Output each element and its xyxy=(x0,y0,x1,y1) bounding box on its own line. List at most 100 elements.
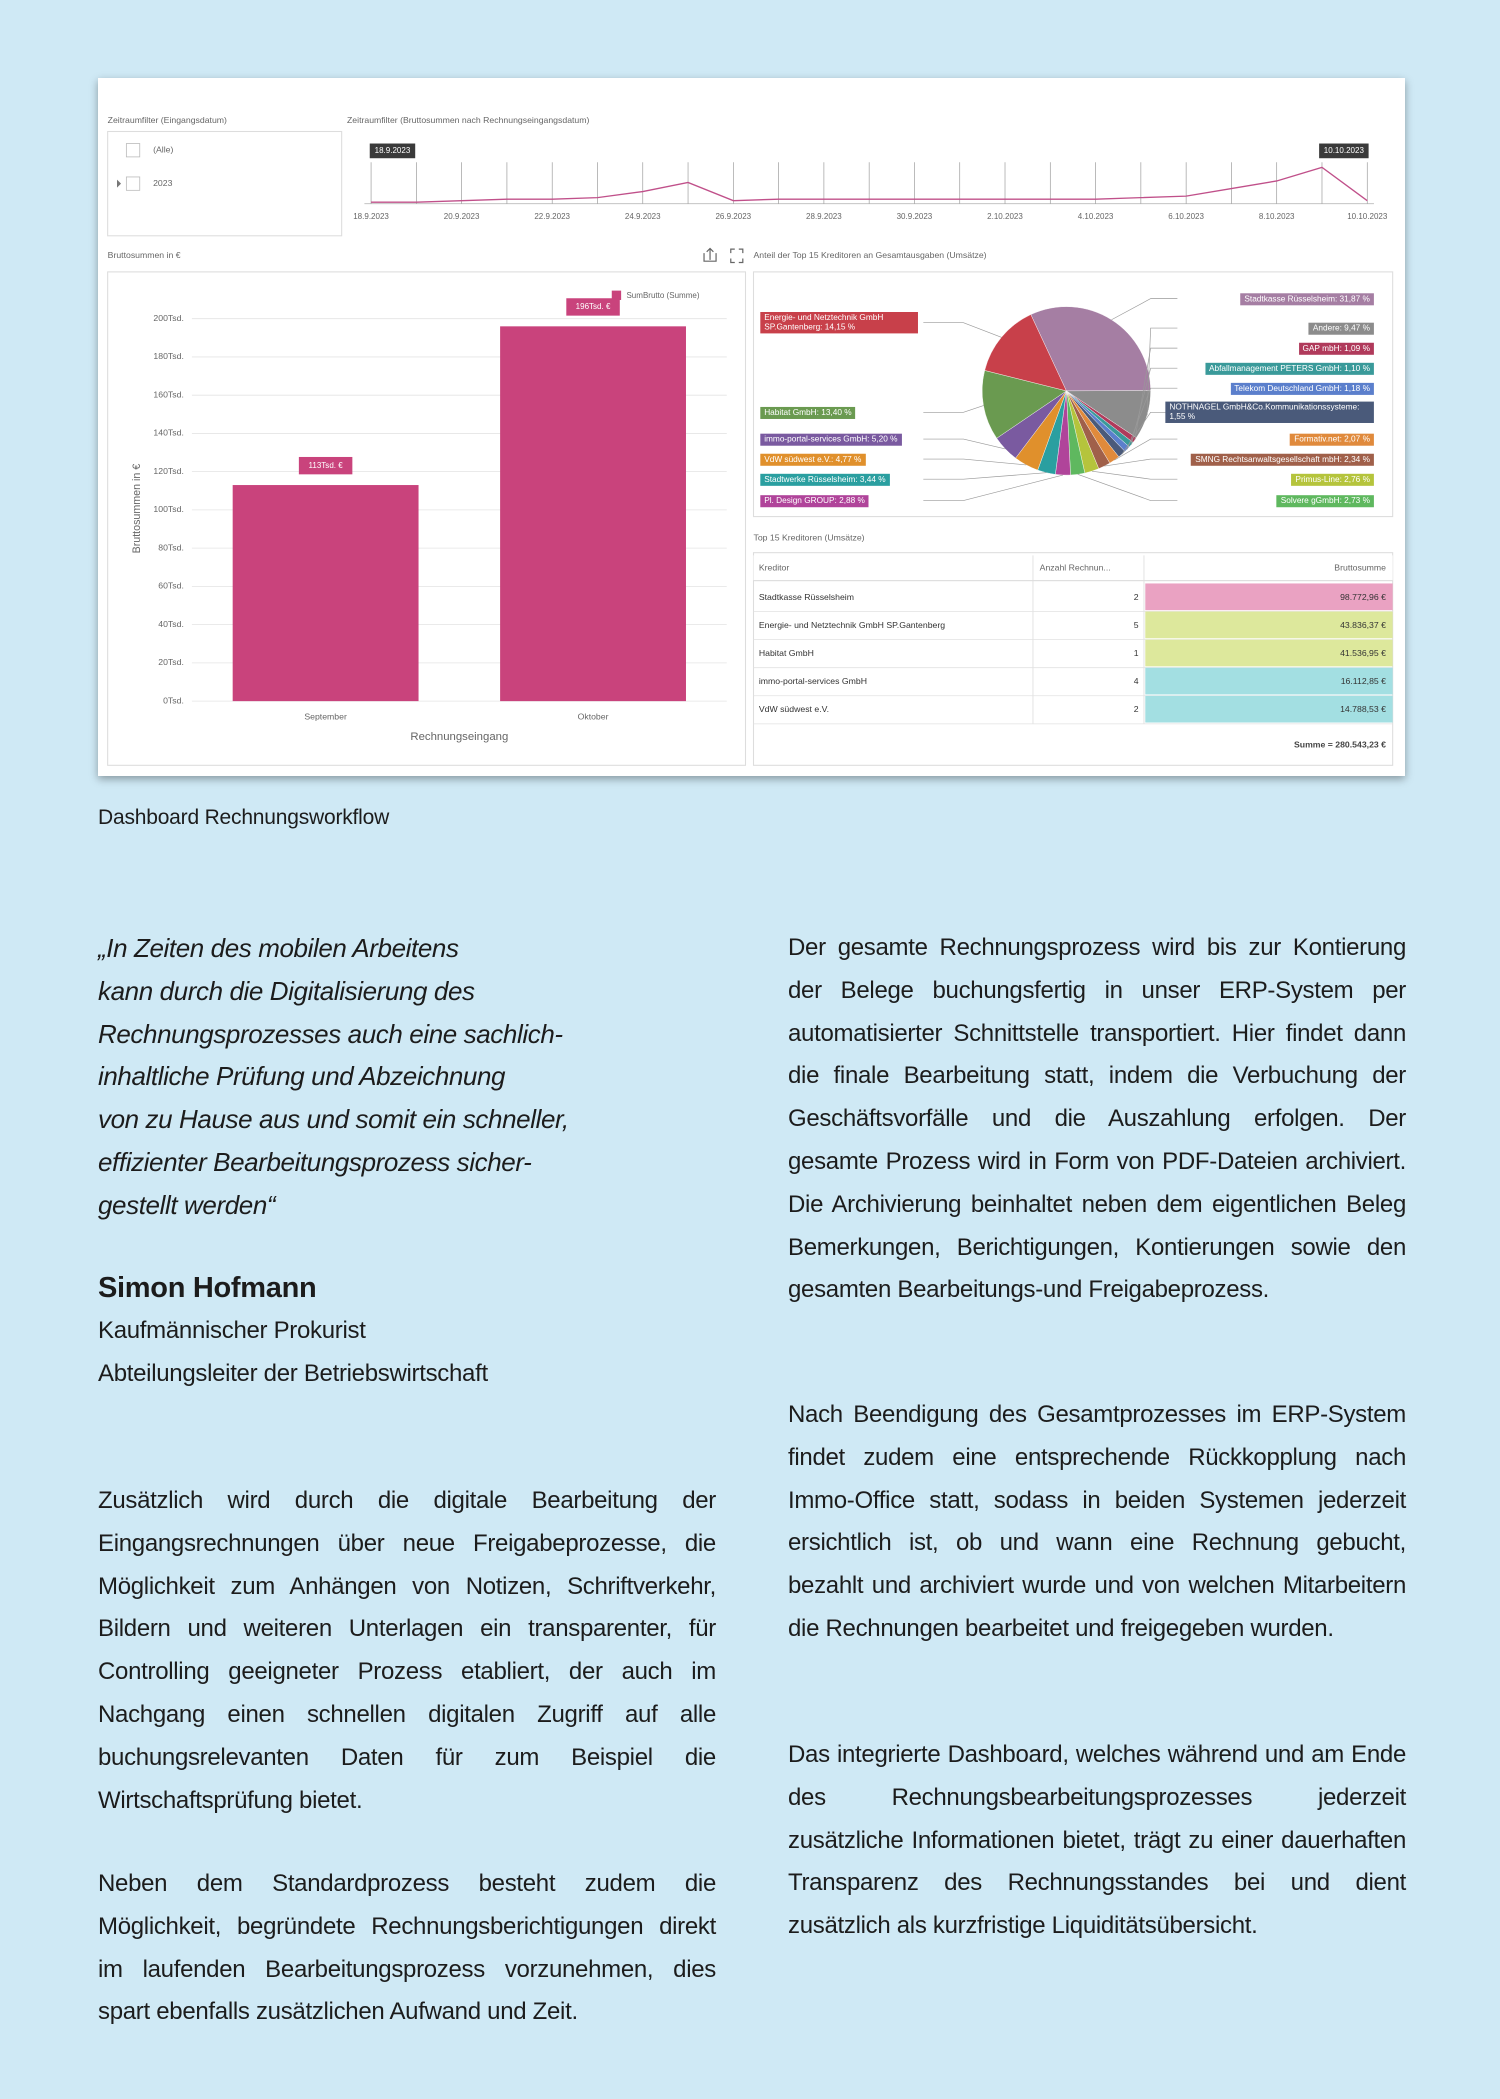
quote: „In Zeiten des mobilen Arbeitens kann dur… xyxy=(98,927,738,1227)
pie-label: Habitat GmbH: 13,40 % xyxy=(760,406,856,419)
pie-label-row: SMNG Rechtsanwaltsgesellschaft mbH: 2,34… xyxy=(1147,443,1374,475)
leader-line xyxy=(1126,387,1178,450)
pie-label-wrap: Energie- und Netztechnik GmbH SP.Gantenb… xyxy=(760,312,918,334)
pie-label: Pl. Design GROUP: 2,88 % xyxy=(760,494,869,507)
x-tick-label: 26.9.2023 xyxy=(715,212,751,221)
y-tick-label: 40Tsd. xyxy=(158,619,184,629)
quote-line: gestellt werden“ xyxy=(98,1189,276,1220)
pie-label-wrap: VdW südwest e.V.: 4,77 % xyxy=(760,453,866,466)
pie-label-row: Solvere gGmbH: 2,73 % xyxy=(1147,484,1374,516)
table-cell: 2 xyxy=(1134,704,1139,714)
leader-line xyxy=(923,458,1027,466)
pie-label-row: Andere: 9,47 % xyxy=(1147,312,1374,344)
leader-line xyxy=(1077,474,1178,501)
pie-label-row: Primus-Line: 2,76 % xyxy=(1147,463,1374,495)
pie-label-wrap: Telekom Deutschland GmbH: 1,18 % xyxy=(1230,382,1374,395)
x-tick-label: 24.9.2023 xyxy=(625,212,661,221)
pie-label-row: Stadtkasse Rüsselsheim: 31,87 % xyxy=(1147,283,1374,315)
leader-line xyxy=(923,474,1064,501)
x-tick-label: 6.10.2023 xyxy=(1168,212,1204,221)
value-label: 196Tsd. € xyxy=(576,302,611,311)
pie-label-row: Abfallmanagement PETERS GmbH: 1,10 % xyxy=(1147,352,1374,384)
author-roles: Kaufmännischer Prokurist Abteilungsleiter… xyxy=(98,1310,716,1396)
y-tick-label: 20Tsd. xyxy=(158,657,184,667)
paragraph: Der gesamte Rechnungsprozess wird bis zu… xyxy=(788,934,1406,1304)
x-tick-label: 10.10.2023 xyxy=(1347,212,1388,221)
table-header-cell: Anzahl Rechnun... xyxy=(1040,562,1111,572)
pie-label-wrap: SMNG Rechtsanwaltsgesellschaft mbH: 2,34… xyxy=(1147,443,1374,475)
range-handle xyxy=(1319,143,1369,159)
pie-label-wrap: Formativ.net: 2,07 % xyxy=(1290,433,1374,446)
legend-label: SumBrutto (Summe) xyxy=(626,291,699,300)
legend-swatch xyxy=(611,290,622,300)
author-role: Abteilungsleiter der Betriebswirtschaft xyxy=(98,1359,488,1387)
pie-label-row: GAP mbH: 1,09 % xyxy=(1147,332,1374,364)
pie-label-wrap: Pl. Design GROUP: 2,88 % xyxy=(760,484,934,516)
bar xyxy=(232,485,419,702)
y-tick-label: 140Tsd. xyxy=(153,428,183,438)
filter-item[interactable]: (Alle) xyxy=(153,145,173,155)
pie-label: NOTHNAGEL GmbH&Co.Kommunikationssysteme:… xyxy=(1165,401,1374,423)
pie-label: Stadtwerke Rüsselsheim: 3,44 % xyxy=(760,473,890,486)
table-header xyxy=(753,555,1393,581)
filter-item[interactable]: 2023 xyxy=(153,178,172,188)
table-cell: 2 xyxy=(1134,592,1139,602)
leader-line xyxy=(1104,458,1178,467)
author-name: Simon Hofmann xyxy=(98,1272,317,1304)
expand-arrow[interactable] xyxy=(117,179,122,188)
dashboard-canvas: Zeitraumfilter (Eingangsdatum) (Alle) 20… xyxy=(98,78,1405,776)
pie-label: VdW südwest e.V.: 4,77 % xyxy=(760,453,866,466)
timeline-title: Zeitraumfilter (Bruttosummen nach Rechnu… xyxy=(347,115,590,125)
maximize-icon[interactable] xyxy=(730,248,744,264)
x-tick-label: 20.9.2023 xyxy=(444,212,480,221)
leader-line xyxy=(923,472,1047,480)
pie-label-wrap: GAP mbH: 1,09 % xyxy=(1147,332,1374,364)
pie-label: GAP mbH: 1,09 % xyxy=(1298,342,1374,355)
x-tick-label: 22.9.2023 xyxy=(534,212,570,221)
y-tick-label: 60Tsd. xyxy=(158,581,184,591)
leader-line xyxy=(1091,470,1178,480)
table-header-cell: Bruttosumme xyxy=(1334,562,1386,572)
quote-line: von zu Hause aus und somit ein schneller… xyxy=(98,1104,569,1135)
table-cell-highlight xyxy=(1145,695,1393,723)
x-tick-label: 28.9.2023 xyxy=(806,212,842,221)
pie-label-row: Pl. Design GROUP: 2,88 % xyxy=(760,484,934,516)
quote-line: kann durch die Digitalisierung des xyxy=(98,975,475,1006)
caption: Dashboard Rechnungsworkflow xyxy=(98,806,390,829)
pie-label: Andere: 9,47 % xyxy=(1308,322,1374,335)
dashboard: Zeitraumfilter (Eingangsdatum) (Alle) 20… xyxy=(98,78,1405,776)
pie-slice xyxy=(981,370,1067,439)
leader-line xyxy=(1111,298,1178,321)
value-label-box xyxy=(566,298,620,316)
x-tick-label: 18.9.2023 xyxy=(353,212,389,221)
pie-label: Primus-Line: 2,76 % xyxy=(1291,473,1374,486)
pie-label-wrap: Solvere gGmbH: 2,73 % xyxy=(1147,484,1374,516)
table-header-cell: Kreditor xyxy=(759,562,790,572)
x-tick-label: Oktober xyxy=(578,711,609,721)
y-axis-label: Bruttosummen in € xyxy=(131,464,143,554)
quote-line: Rechnungsprozesses auch eine sachlich- xyxy=(98,1018,563,1049)
pie-label-wrap: Stadtkasse Rüsselsheim: 31,87 % xyxy=(1147,283,1374,315)
table-cell: 1 xyxy=(1134,648,1139,658)
table-cell: Energie- und Netztechnik GmbH SP.Gantenb… xyxy=(759,620,945,630)
table-cell: 43.836,37 € xyxy=(1340,620,1386,630)
leader-line xyxy=(923,405,984,413)
y-tick-label: 0Tsd. xyxy=(163,695,184,705)
table-cell: 5 xyxy=(1134,620,1139,630)
checkbox[interactable] xyxy=(125,143,141,158)
timeline-line xyxy=(371,166,1368,203)
paragraph: Neben dem Standardprozess besteht zudem … xyxy=(98,1870,716,2026)
x-tick-label: 30.9.2023 xyxy=(897,212,933,221)
pie-label: Stadtkasse Rüsselsheim: 31,87 % xyxy=(1240,292,1374,305)
paragraph: Das integrierte Dashboard, welches währe… xyxy=(788,1741,1406,1940)
pie-label-row: Stadtwerke Rüsselsheim: 3,44 % xyxy=(760,463,934,495)
table-title: Top 15 Kreditoren (Umsätze) xyxy=(754,532,865,542)
leader-line xyxy=(1146,327,1178,416)
table-cell: immo-portal-services GmbH xyxy=(759,676,867,686)
pie-label-wrap: Andere: 9,47 % xyxy=(1147,312,1374,344)
export-icon[interactable] xyxy=(703,247,717,262)
x-tick-label: 8.10.2023 xyxy=(1259,212,1295,221)
range-handle xyxy=(369,143,416,159)
checkbox[interactable] xyxy=(125,176,141,191)
